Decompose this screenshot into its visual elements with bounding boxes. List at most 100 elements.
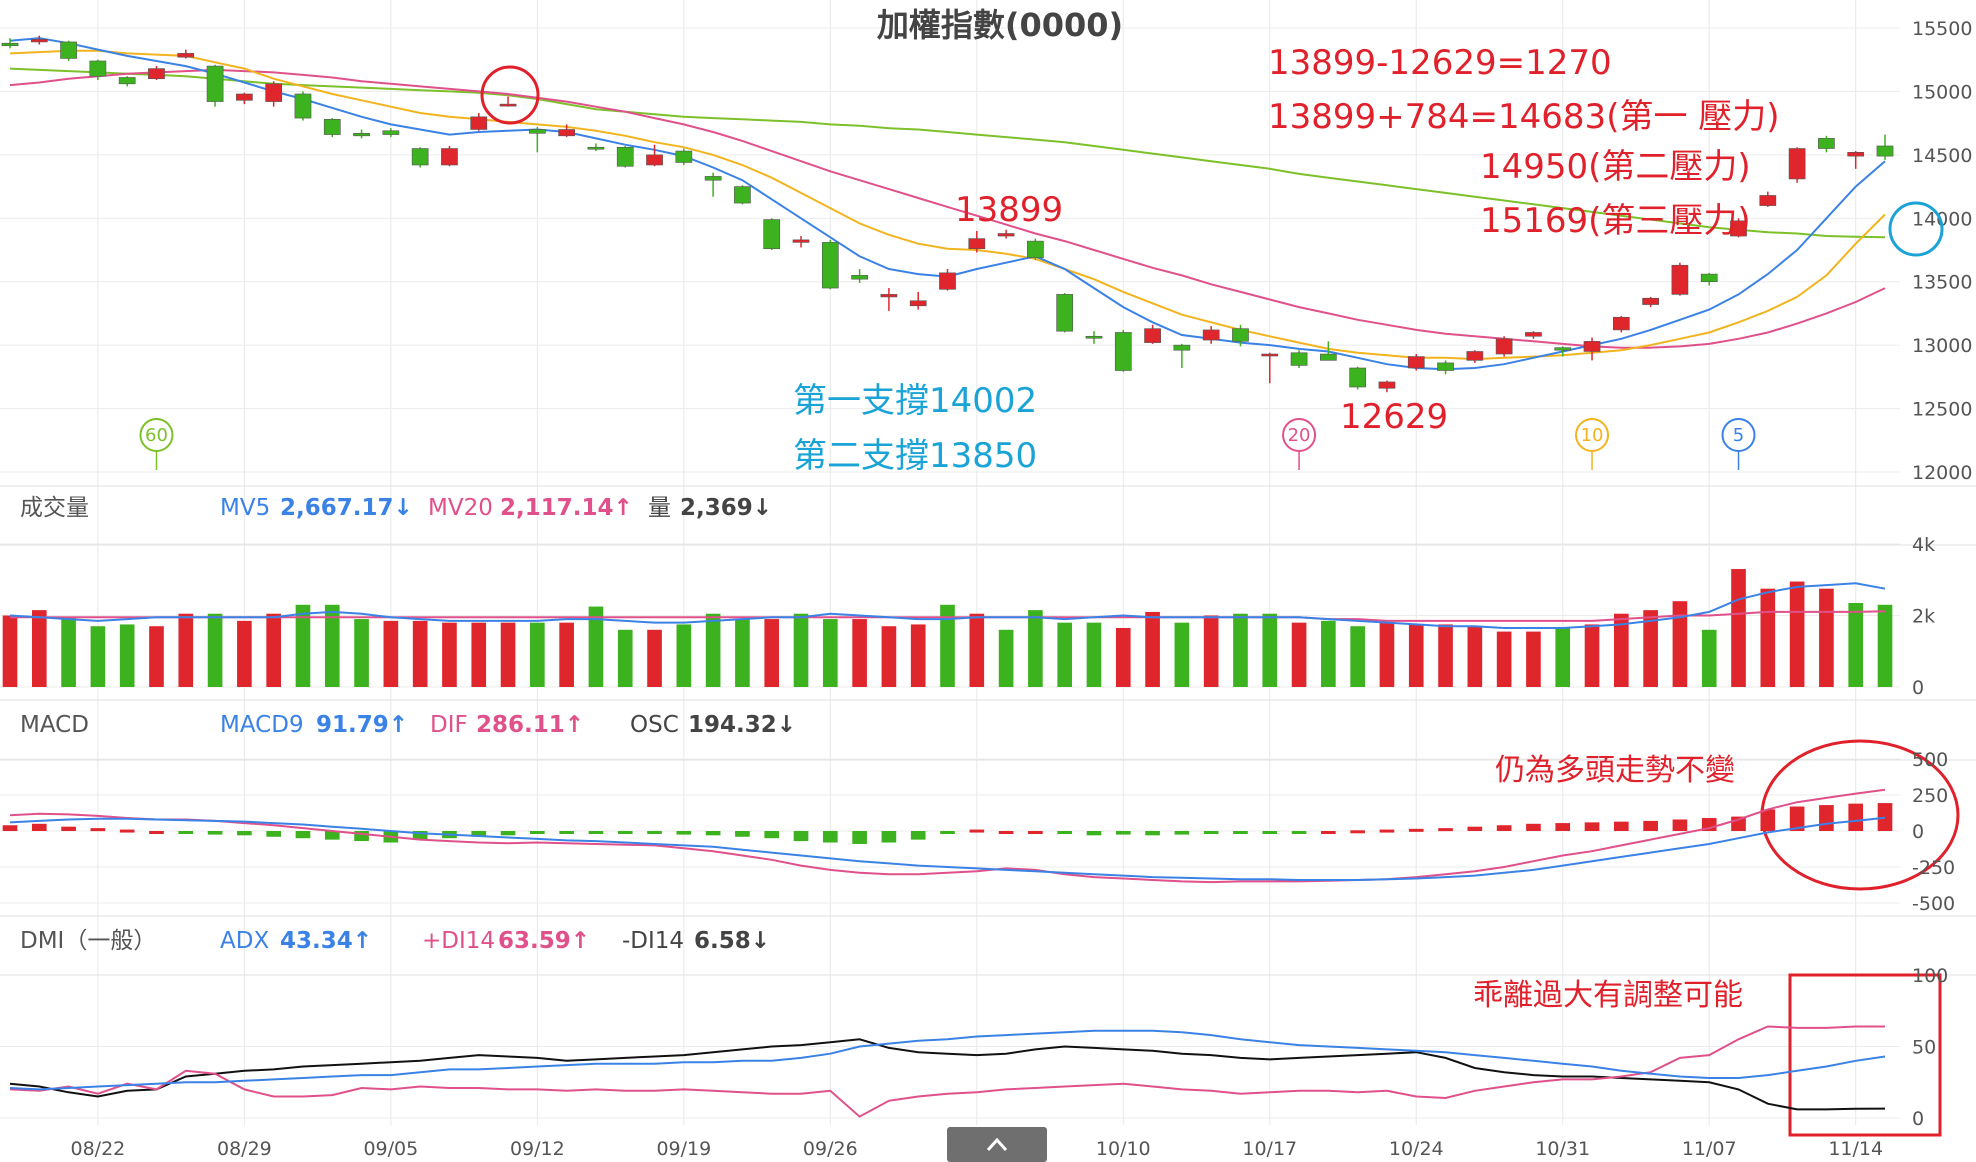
osc-bar bbox=[1057, 831, 1073, 834]
annotation-support-1: 第一支撐14002 bbox=[793, 381, 1037, 421]
y-tick-label: 15500 bbox=[1912, 18, 1972, 40]
volume-bar bbox=[119, 624, 135, 687]
volume-bar bbox=[1086, 622, 1102, 687]
osc-bar bbox=[412, 831, 428, 840]
candle-body bbox=[206, 65, 224, 102]
candle-body bbox=[939, 272, 956, 290]
osc-bar bbox=[1789, 806, 1805, 831]
candle-body bbox=[1202, 329, 1220, 341]
x-tick-label: 10/24 bbox=[1389, 1138, 1444, 1160]
candle-body bbox=[1495, 338, 1513, 355]
volume-bar bbox=[1467, 626, 1483, 687]
candle-body bbox=[1583, 341, 1601, 352]
osc-bar bbox=[1233, 831, 1248, 834]
y-tick-label: 14000 bbox=[1912, 208, 1972, 230]
candle-body bbox=[704, 176, 722, 181]
annotation-dmi: 乖離過大有調整可能 bbox=[1473, 978, 1743, 1013]
osc-bar bbox=[910, 831, 926, 840]
dif-value: 286.11↑ bbox=[476, 712, 584, 738]
collapse-toggle-button[interactable] bbox=[947, 1127, 1047, 1162]
osc-bar bbox=[1115, 831, 1131, 835]
osc-bar bbox=[676, 831, 692, 835]
osc-bar bbox=[1408, 828, 1424, 832]
volume-bar bbox=[1584, 624, 1600, 687]
minus-di-line bbox=[9, 1038, 1886, 1111]
x-tick-label: 08/22 bbox=[71, 1138, 126, 1160]
x-tick-label: 10/17 bbox=[1242, 1138, 1297, 1160]
candle-body bbox=[441, 148, 458, 166]
x-tick-label: 10/10 bbox=[1096, 1138, 1151, 1160]
candle-body bbox=[1671, 264, 1689, 295]
osc-bar bbox=[881, 831, 897, 843]
price-annotations: 13899-12629=1270 13899+784=14683(第一 壓力) … bbox=[480, 43, 1944, 476]
osc-bar bbox=[119, 829, 135, 833]
marker-circle bbox=[1721, 418, 1756, 452]
plus-di-label: +DI14 bbox=[422, 928, 495, 954]
volume-bar bbox=[1614, 613, 1629, 687]
volume-bar bbox=[764, 619, 780, 687]
candle-body bbox=[1349, 367, 1367, 388]
volume-bar bbox=[1408, 624, 1424, 687]
osc-bar bbox=[998, 831, 1014, 834]
volume-bar bbox=[588, 606, 604, 687]
x-tick-label: 11/07 bbox=[1682, 1138, 1737, 1160]
volume-bar bbox=[1643, 610, 1658, 687]
candle-body bbox=[1407, 356, 1425, 369]
candlesticks bbox=[1, 35, 1894, 393]
volume-bar bbox=[1877, 604, 1893, 687]
osc-bar bbox=[1379, 829, 1395, 833]
volume-bar bbox=[1291, 622, 1307, 687]
candle-body bbox=[734, 186, 751, 204]
marker-label: 60 bbox=[145, 425, 168, 446]
candle-body bbox=[1144, 328, 1161, 343]
osc-bar bbox=[1291, 831, 1307, 834]
y-tick-label: 13500 bbox=[1912, 272, 1972, 294]
y-tick-label: -500 bbox=[1912, 893, 1955, 915]
osc-bar bbox=[1350, 830, 1365, 834]
volume-bar bbox=[412, 620, 428, 687]
osc-bar bbox=[822, 831, 838, 843]
osc-bar bbox=[1028, 831, 1043, 834]
mv5-line bbox=[9, 582, 1886, 629]
osc-bar bbox=[149, 831, 164, 834]
candle-body bbox=[148, 68, 165, 80]
volume-bar bbox=[852, 619, 867, 687]
osc-bar bbox=[1262, 831, 1278, 834]
osc-bar bbox=[735, 831, 750, 837]
volume-bar bbox=[178, 613, 194, 687]
candle-body bbox=[353, 132, 370, 137]
y-tick-label: 4k bbox=[1912, 534, 1935, 556]
ma60-line bbox=[9, 67, 1886, 239]
volume-bar bbox=[530, 622, 545, 687]
macd-y-axis: 500 250 0 -250 -500 bbox=[1912, 749, 1955, 915]
y-tick-label: 0 bbox=[1912, 821, 1924, 843]
x-tick-label: 09/26 bbox=[803, 1138, 858, 1160]
osc-bar bbox=[1467, 826, 1483, 831]
dmi-lines bbox=[9, 1025, 1886, 1118]
marker-label: 10 bbox=[1581, 425, 1604, 446]
y-tick-label: 100 bbox=[1912, 965, 1948, 987]
osc-bar bbox=[1672, 819, 1688, 831]
price-panel: 加權指數(0000) bbox=[877, 6, 1123, 44]
volume-bar bbox=[1203, 615, 1219, 687]
candle-body bbox=[1700, 273, 1718, 283]
candle-body bbox=[499, 103, 517, 107]
candle-body bbox=[1847, 152, 1865, 157]
candle-body bbox=[1173, 344, 1191, 351]
candle-body bbox=[968, 238, 986, 250]
y-tick-label: 500 bbox=[1912, 749, 1948, 771]
minus-di-label: -DI14 bbox=[622, 928, 684, 954]
dmi-panel: DMI（一般） ADX 43.34↑ +DI14 63.59↑ -DI14 6.… bbox=[20, 928, 1942, 1137]
osc-bar bbox=[1321, 831, 1336, 834]
annotation-high-13899: 13899 bbox=[955, 190, 1063, 230]
osc-bar bbox=[1145, 831, 1160, 836]
candle-body bbox=[792, 239, 810, 243]
volume-bar bbox=[354, 619, 369, 687]
osc-bar bbox=[500, 831, 516, 836]
minus-di-value: 6.58↓ bbox=[694, 928, 770, 954]
plus-di-line bbox=[9, 1025, 1885, 1118]
osc-bar bbox=[1438, 828, 1453, 832]
candle-body bbox=[675, 150, 693, 163]
annotation-resistance-2: 14950(第二壓力) bbox=[1480, 147, 1751, 187]
x-tick-label: 09/12 bbox=[510, 1138, 565, 1160]
